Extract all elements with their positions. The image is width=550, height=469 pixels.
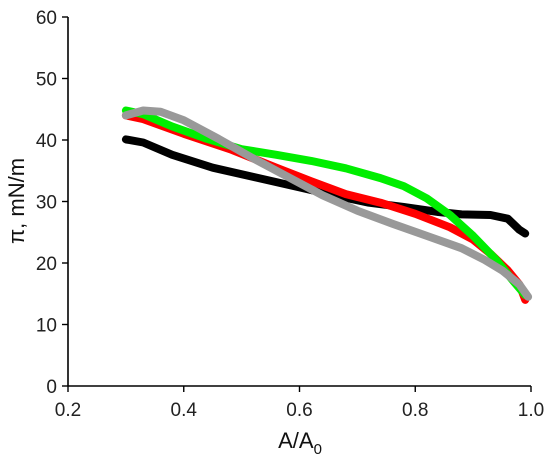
series-line-gray-curve — [121, 106, 533, 301]
x-tick-label: 0.6 — [286, 400, 312, 421]
series-line-red-curve — [121, 111, 530, 304]
x-tick-label: 0.2 — [55, 400, 81, 421]
series-layer — [121, 106, 533, 304]
y-tick-label: 0 — [46, 377, 57, 398]
series-line-green-curve — [121, 106, 530, 299]
y-tick-label: 60 — [36, 8, 57, 29]
y-axis-title: π, mN/m — [4, 158, 29, 244]
plot-area: 0.2 0.4 0.6 0.8 1.0 0 10 20 30 40 50 60 — [36, 8, 544, 421]
y-tick-label: 30 — [36, 193, 57, 214]
x-axis-title: A/A0 — [278, 428, 322, 458]
x-tick-label: 0.8 — [402, 400, 428, 421]
y-tick-label: 50 — [36, 70, 57, 91]
y-tick-label: 40 — [36, 131, 57, 152]
x-ticks: 0.2 0.4 0.6 0.8 1.0 — [55, 386, 544, 421]
y-tick-label: 10 — [36, 316, 57, 337]
x-axis-title-subscript: 0 — [314, 441, 322, 458]
y-tick-label: 20 — [36, 254, 57, 275]
x-axis-title-main: A/A — [278, 428, 314, 453]
x-tick-label: 1.0 — [518, 400, 544, 421]
x-tick-label: 0.4 — [171, 400, 198, 421]
y-ticks: 0 10 20 30 40 50 60 — [36, 8, 68, 398]
